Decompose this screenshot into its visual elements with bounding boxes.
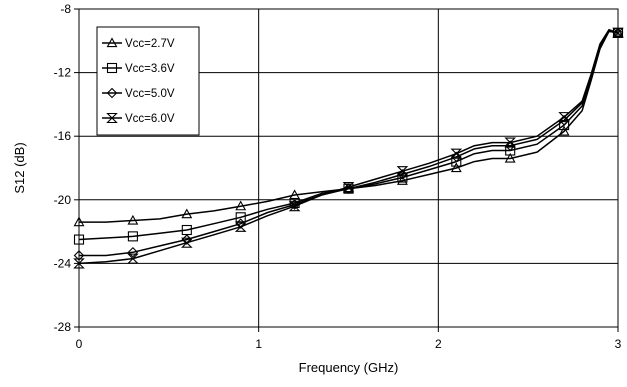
y-tick-label: -8 bbox=[60, 2, 71, 16]
series-marker-Vcc=3.6V bbox=[289, 197, 300, 209]
series-marker-Vcc=5.0V bbox=[343, 183, 354, 194]
series-marker-Vcc=5.0V bbox=[73, 250, 85, 261]
series-marker-Vcc=2.7V bbox=[504, 152, 516, 163]
legend-marker bbox=[106, 37, 118, 48]
x-axis-ticks: 0 1 2 3 bbox=[76, 327, 622, 351]
series-marker-Vcc=3.6V bbox=[559, 120, 570, 131]
y-tick-label: -20 bbox=[54, 193, 72, 207]
legend-label: Vcc=5.0V bbox=[125, 88, 175, 100]
y-axis-title: S12 (dB) bbox=[12, 142, 27, 193]
series-marker-Vcc=2.7V bbox=[181, 208, 193, 219]
legend-marker bbox=[106, 112, 118, 124]
legend-item: Vcc=3.6V bbox=[102, 62, 175, 75]
series-line-Vcc=3.6V bbox=[78, 30, 619, 241]
series-markers bbox=[73, 27, 624, 269]
x-axis-title: Frequency (GHz) bbox=[299, 360, 399, 375]
series-marker-Vcc=3.6V bbox=[397, 172, 408, 183]
series-marker-Vcc=5.0V bbox=[504, 140, 516, 152]
legend-item: Vcc=5.0V bbox=[102, 87, 175, 100]
series-marker-Vcc=6.0V bbox=[396, 166, 409, 177]
series-marker-Vcc=2.7V bbox=[558, 125, 570, 136]
x-tick-label: 3 bbox=[615, 337, 622, 351]
series-marker-Vcc=2.7V bbox=[396, 175, 408, 185]
series-marker-Vcc=3.6V bbox=[127, 231, 138, 242]
x-tick-label: 0 bbox=[76, 337, 83, 351]
series-line-Vcc=5.0V bbox=[79, 30, 619, 257]
series-marker-Vcc=6.0V bbox=[180, 237, 193, 248]
y-tick-label: -12 bbox=[54, 66, 72, 80]
series-marker-Vcc=2.7V bbox=[127, 214, 139, 225]
series-marker-Vcc=3.6V bbox=[505, 145, 516, 156]
series-marker-Vcc=5.0V bbox=[127, 246, 139, 258]
series-marker-Vcc=3.6V bbox=[451, 156, 462, 167]
series-marker-Vcc=6.0V bbox=[504, 137, 517, 148]
legend-marker bbox=[106, 87, 118, 99]
legend-label: Vcc=2.7V bbox=[125, 38, 175, 50]
x-tick-label: 1 bbox=[255, 337, 262, 351]
series-marker-Vcc=6.0V bbox=[73, 258, 85, 269]
series-marker-Vcc=6.0V bbox=[234, 221, 247, 232]
series-marker-Vcc=2.7V bbox=[450, 162, 462, 173]
series-marker-Vcc=2.7V bbox=[612, 27, 624, 38]
series-marker-Vcc=2.7V bbox=[235, 200, 247, 211]
series-marker-Vcc=5.0V bbox=[397, 169, 408, 180]
y-axis-ticks: -28 -24 -20 -16 -12 -8 bbox=[54, 2, 79, 334]
y-tick-label: -24 bbox=[54, 256, 72, 270]
series-marker-Vcc=6.0V bbox=[450, 148, 463, 159]
legend-label: Vcc=3.6V bbox=[125, 63, 175, 75]
series-line-Vcc=2.7V bbox=[79, 30, 619, 223]
legend-item: Vcc=6.0V bbox=[102, 112, 175, 125]
series-marker-Vcc=6.0V bbox=[612, 27, 624, 38]
legend-label: Vcc=6.0V bbox=[125, 113, 175, 125]
legend-marker bbox=[106, 62, 118, 74]
series-marker-Vcc=6.0V bbox=[288, 201, 301, 212]
series-marker-Vcc=3.6V bbox=[73, 234, 85, 245]
legend-item: Vcc=2.7V bbox=[102, 37, 175, 50]
series-marker-Vcc=6.0V bbox=[558, 112, 570, 123]
y-tick-label: -16 bbox=[54, 129, 72, 143]
series-marker-Vcc=6.0V bbox=[342, 182, 355, 193]
x-tick-label: 2 bbox=[435, 337, 442, 351]
plot-area-frame bbox=[78, 8, 619, 328]
series-marker-Vcc=2.7V bbox=[343, 183, 354, 193]
legend-box bbox=[96, 26, 200, 136]
series-marker-Vcc=2.7V bbox=[73, 216, 85, 227]
series-marker-Vcc=5.0V bbox=[558, 115, 570, 126]
series-marker-Vcc=6.0V bbox=[127, 253, 139, 264]
legend: Vcc=2.7V Vcc=3.6V Vcc=5.0V Vcc=6.0V bbox=[96, 26, 200, 136]
series-marker-Vcc=5.0V bbox=[451, 151, 462, 163]
y-tick-label: -28 bbox=[54, 320, 72, 334]
